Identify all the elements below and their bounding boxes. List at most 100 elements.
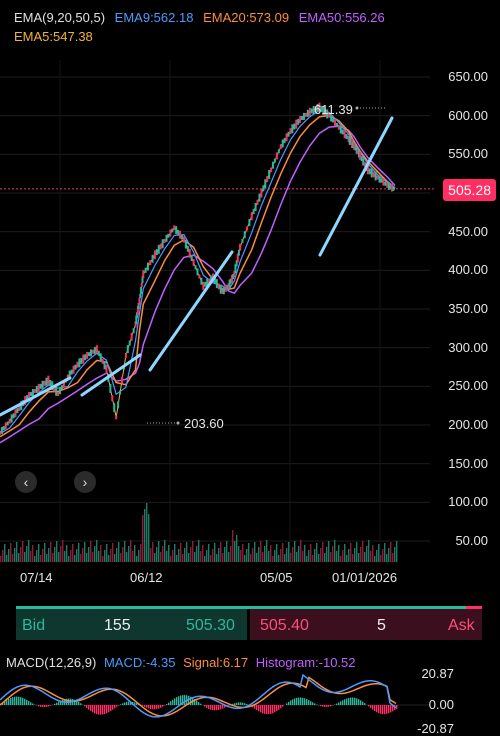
macd-hist-bar — [346, 698, 347, 705]
volume-bar — [200, 551, 201, 562]
macd-hist-bar — [148, 705, 149, 708]
volume-bar — [224, 547, 225, 562]
macd-hist-bar — [268, 705, 269, 714]
volume-bar — [120, 553, 121, 562]
ask-label: Ask — [448, 617, 475, 635]
price-chart[interactable] — [0, 0, 500, 600]
volume-bar — [226, 541, 227, 562]
candle — [268, 170, 270, 179]
candle — [96, 345, 98, 353]
macd-hist-bar — [292, 699, 293, 705]
macd-hist-bar — [42, 705, 43, 707]
macd-hist-bar — [320, 705, 321, 706]
price-tick: 300.00 — [448, 340, 488, 355]
macd-hist-bar — [120, 704, 121, 705]
volume-bar — [32, 545, 33, 562]
macd-hist-bar — [174, 698, 175, 705]
volume-bar — [14, 548, 15, 562]
candle — [55, 387, 57, 396]
volume-bar — [4, 544, 5, 562]
candle — [344, 130, 346, 138]
candle — [109, 384, 111, 393]
volume-bar — [180, 543, 181, 562]
candle — [371, 168, 373, 177]
volume-bar — [340, 556, 341, 562]
candle — [121, 377, 123, 384]
candle — [105, 365, 107, 374]
volume-bar — [302, 551, 303, 562]
quote-bar[interactable]: Bid 155 505.30 505.40 5 Ask — [16, 606, 482, 640]
macd-hist-bar — [244, 703, 245, 705]
candle — [57, 392, 59, 396]
current-price-badge: 505.28 — [443, 179, 496, 201]
macd-hist-bar — [376, 705, 377, 712]
candle — [142, 270, 144, 278]
volume-bar — [394, 547, 395, 562]
volume-bar — [330, 552, 331, 562]
candle — [125, 353, 127, 358]
candle — [338, 125, 340, 130]
candle — [216, 279, 218, 288]
candle — [156, 249, 158, 255]
candle — [175, 226, 177, 234]
macd-hist-bar — [326, 705, 327, 707]
candle — [185, 240, 187, 249]
candle — [369, 168, 371, 174]
candle — [94, 347, 96, 354]
candle — [191, 255, 193, 261]
macd-hist-bar — [354, 698, 355, 705]
candle — [198, 275, 200, 279]
candle — [204, 282, 206, 287]
candle — [257, 200, 259, 205]
volume-bar — [274, 550, 275, 562]
candle — [303, 113, 305, 120]
macd-hist-bar — [90, 705, 91, 711]
price-tick: 550.00 — [448, 146, 488, 161]
candle — [289, 128, 291, 134]
macd-hist-bar — [204, 705, 205, 707]
volume-bar — [202, 545, 203, 562]
volume-bar — [114, 554, 115, 562]
macd-hist-bar — [18, 697, 19, 705]
volume-bar — [54, 547, 55, 562]
chevron-right-icon[interactable]: › — [74, 471, 96, 493]
candle — [138, 298, 140, 305]
volume-bar — [100, 545, 101, 562]
macd-hist-bar — [308, 700, 309, 705]
macd-hist-bar — [40, 705, 41, 707]
candle — [246, 227, 248, 231]
candle — [187, 246, 189, 252]
volume-bar — [320, 548, 321, 562]
bid-box[interactable]: Bid 155 505.30 — [16, 609, 247, 640]
volume-bar — [362, 541, 363, 562]
macd-hist-bar — [48, 705, 49, 706]
volume-bar — [58, 552, 59, 562]
volume-bar — [384, 543, 385, 562]
candle — [309, 108, 311, 116]
macd-hist-bar — [150, 705, 151, 709]
macd-hist-bar — [332, 705, 333, 706]
ask-box[interactable]: 505.40 5 Ask — [250, 609, 482, 640]
macd-hist-bar — [12, 697, 13, 705]
low-marker-dot — [177, 422, 180, 425]
candle — [270, 168, 272, 172]
macd-hist-bar — [314, 703, 315, 705]
volume-bar — [338, 545, 339, 562]
chevron-left-icon[interactable]: ‹ — [15, 471, 37, 493]
macd-hist-bar — [80, 703, 81, 705]
volume-bar — [388, 548, 389, 562]
candle — [7, 421, 9, 425]
candle — [241, 239, 243, 243]
volume-bar — [184, 548, 185, 562]
volume-bar — [24, 552, 25, 562]
macd-hist-bar — [146, 705, 147, 708]
candle — [260, 189, 262, 198]
volume-bar — [332, 546, 333, 562]
macd-hist-bar — [256, 705, 257, 710]
macd-hist-bar — [184, 695, 185, 705]
volume-bar — [30, 551, 31, 562]
price-tick: 150.00 — [448, 456, 488, 471]
candle — [145, 268, 147, 273]
macd-hist-bar — [30, 702, 31, 705]
candle — [297, 119, 299, 125]
